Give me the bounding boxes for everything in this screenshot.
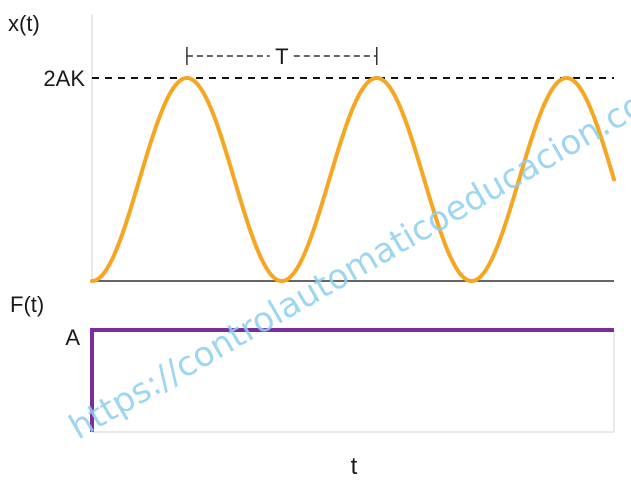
step-level-label: A: [65, 325, 80, 350]
response-curve: [90, 75, 616, 284]
top-y-axis-label: x(t): [8, 11, 40, 36]
peak-reference-label: 2AK: [43, 66, 85, 91]
period-label: T: [275, 44, 288, 69]
step-input-line: [90, 328, 614, 432]
bottom-y-axis-label: F(t): [10, 292, 44, 317]
period-annotation: T: [186, 44, 378, 69]
x-axis-label: t: [351, 453, 358, 480]
